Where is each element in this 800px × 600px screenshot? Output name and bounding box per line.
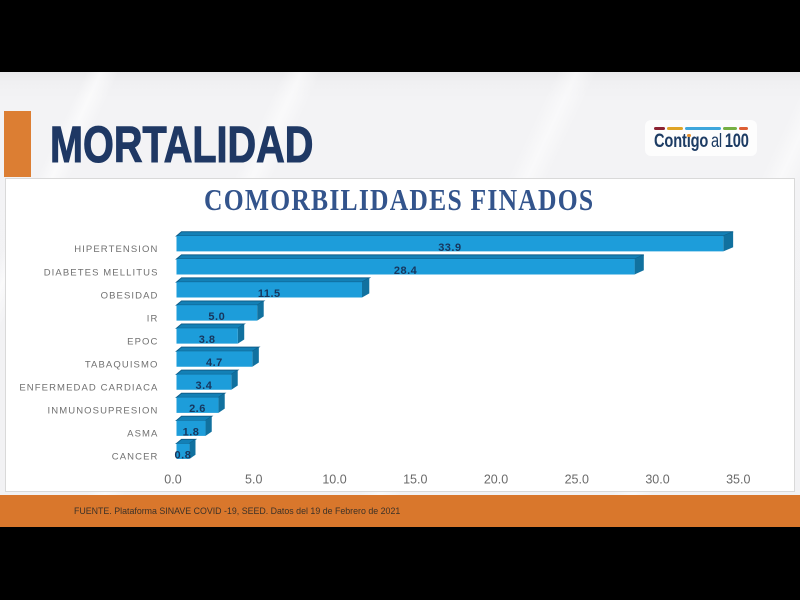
svg-text:ASMA: ASMA [127, 429, 158, 440]
svg-text:33.9: 33.9 [438, 242, 461, 254]
svg-text:30.0: 30.0 [645, 473, 669, 487]
svg-text:5.0: 5.0 [245, 473, 262, 487]
svg-text:IR: IR [147, 313, 159, 324]
svg-text:11.5: 11.5 [258, 288, 281, 300]
svg-text:DIABETES MELLITUS: DIABETES MELLITUS [44, 267, 159, 278]
svg-text:2.6: 2.6 [189, 403, 206, 415]
svg-text:35.0: 35.0 [726, 473, 750, 487]
svg-text:INMUNOSUPRESION: INMUNOSUPRESION [48, 406, 159, 417]
svg-text:4.7: 4.7 [206, 357, 223, 369]
svg-text:OBESIDAD: OBESIDAD [101, 290, 159, 301]
svg-text:20.0: 20.0 [484, 473, 508, 487]
svg-text:3.8: 3.8 [199, 334, 216, 346]
svg-text:1.8: 1.8 [183, 426, 200, 438]
svg-text:10.0: 10.0 [322, 473, 346, 487]
svg-text:0.8: 0.8 [175, 449, 192, 461]
svg-text:28.4: 28.4 [394, 265, 418, 277]
svg-text:ENFERMEDAD CARDIACA: ENFERMEDAD CARDIACA [19, 383, 158, 394]
svg-text:3.4: 3.4 [196, 380, 213, 392]
svg-text:EPOC: EPOC [127, 336, 158, 347]
svg-text:HIPERTENSION: HIPERTENSION [74, 244, 158, 255]
svg-text:CANCER: CANCER [112, 452, 159, 463]
svg-text:0.0: 0.0 [164, 473, 181, 487]
svg-text:25.0: 25.0 [565, 473, 589, 487]
svg-text:TABAQUISMO: TABAQUISMO [85, 360, 159, 371]
svg-text:15.0: 15.0 [403, 473, 427, 487]
svg-text:5.0: 5.0 [208, 311, 225, 323]
